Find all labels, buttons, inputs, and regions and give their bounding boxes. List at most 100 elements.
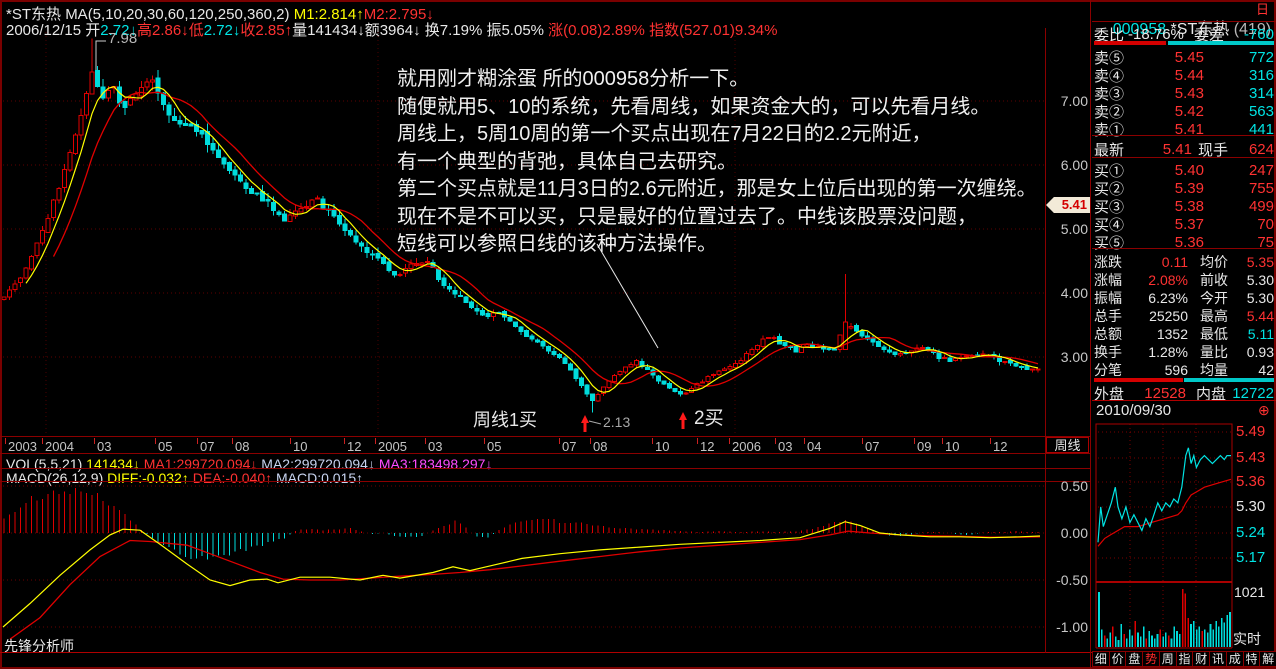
annotation-line: 周线上，5周10周的第一个买点出现在7月22日的2.2元附近， bbox=[397, 123, 932, 145]
stat-label: 量比 bbox=[1200, 344, 1228, 360]
panel-tab-10[interactable]: 特 bbox=[1242, 651, 1261, 667]
buy-label: 买⑤ bbox=[1094, 235, 1125, 252]
panel-tab-8[interactable]: 讯 bbox=[1209, 651, 1227, 667]
weicha-label: 委差 bbox=[1193, 27, 1224, 44]
stat-label: 均价 bbox=[1200, 254, 1228, 270]
panel-tab-1[interactable]: 细 bbox=[1092, 651, 1110, 667]
price-axis-label: 6.00 bbox=[1060, 157, 1088, 173]
macd-axis-label: 0.50 bbox=[1060, 478, 1088, 494]
panel-tab-7[interactable]: 财 bbox=[1192, 651, 1211, 667]
panel-tab-11[interactable]: 解 bbox=[1259, 651, 1276, 667]
x-tick-mark bbox=[862, 438, 863, 444]
weibi-value: -18.76% bbox=[1128, 26, 1184, 43]
x-tick-label: 03 bbox=[778, 439, 793, 454]
x-tick-mark bbox=[155, 438, 156, 444]
weibi-bar-cyan bbox=[1167, 41, 1274, 45]
x-tick-mark bbox=[484, 438, 485, 444]
sell-row: 卖⑤ 5.45 772 bbox=[1094, 47, 1274, 67]
macd-histogram bbox=[3, 487, 1039, 560]
x-tick-label: 12 bbox=[700, 439, 715, 454]
text-segment: 141434↓ bbox=[307, 22, 365, 39]
text-segment: MACD(26,12,9) bbox=[6, 470, 108, 486]
stat-label: 最高 bbox=[1200, 308, 1228, 324]
stat-value: 42 bbox=[1258, 362, 1274, 378]
x-tick-label: 05 bbox=[158, 439, 173, 454]
panel-tab-5[interactable]: 周 bbox=[1158, 651, 1177, 667]
intraday-price-label: 5.17 bbox=[1236, 549, 1266, 566]
buy-row: 买③ 5.38 499 bbox=[1094, 196, 1274, 216]
stats-row: 涨跌 0.11 均价 5.35 bbox=[1094, 252, 1274, 271]
x-tick-label: 12 bbox=[347, 439, 362, 454]
waipan-bar-red bbox=[1094, 378, 1184, 382]
neipan-label: 内盘 bbox=[1195, 386, 1226, 403]
x-tick-label: 07 bbox=[865, 439, 880, 454]
stock-seq: (419) bbox=[1233, 20, 1272, 38]
annotation-line: 第二个买点就是11月3日的2.6元附近，那是女上位后出现的第一次缠绕。 bbox=[397, 178, 1037, 200]
clock-icon: ⊕ bbox=[1258, 402, 1270, 418]
x-tick-label: 05 bbox=[487, 439, 502, 454]
buy1-label: 周线1买 bbox=[473, 410, 538, 430]
buy-price: 5.40 bbox=[1174, 162, 1204, 179]
x-tick-label: 2005 bbox=[378, 439, 407, 454]
text-segment: M1:2.814↑ bbox=[293, 6, 364, 23]
time-axis: 2003 2004 03 05 07 08 10 12 2005 03 05 07 08 10 12 2006… bbox=[0, 437, 1045, 454]
period-day-button[interactable]: 日 bbox=[1256, 2, 1270, 17]
text-segment: 换7.19% 振5.05% bbox=[424, 22, 549, 39]
stats-row: 总额 1352 最低 5.11 bbox=[1094, 324, 1274, 343]
text-segment: 额 bbox=[364, 22, 380, 39]
waipan-label: 外盘 bbox=[1094, 386, 1125, 403]
waipan-value: 12528 bbox=[1144, 385, 1186, 402]
stat-value: 1352 bbox=[1156, 326, 1188, 342]
buy-volume: 70 bbox=[1257, 216, 1274, 233]
stat-value: 5.30 bbox=[1246, 290, 1274, 306]
intraday-mini-chart bbox=[1095, 423, 1233, 649]
x-tick-label: 2006 bbox=[732, 439, 761, 454]
panel-tab-6[interactable]: 指 bbox=[1175, 651, 1194, 667]
panel-tab-4[interactable]: 势 bbox=[1142, 651, 1160, 667]
text-segment: 开 bbox=[85, 22, 101, 39]
panel-tab-9[interactable]: 成 bbox=[1225, 651, 1244, 667]
stat-label: 均量 bbox=[1200, 362, 1228, 378]
x-tick-mark bbox=[914, 438, 915, 444]
price-axis-label: 5.00 bbox=[1060, 221, 1088, 237]
sell-price: 5.45 bbox=[1174, 49, 1204, 66]
x-tick-mark bbox=[775, 438, 776, 444]
x-tick-label: 04 bbox=[807, 439, 822, 454]
weibi-bar-red bbox=[1094, 41, 1166, 45]
panel-tab-2[interactable]: 价 bbox=[1108, 651, 1127, 667]
mini-grid bbox=[1095, 423, 1233, 649]
x-tick-mark bbox=[375, 438, 376, 444]
chart-markers bbox=[95, 40, 687, 432]
text-segment: MA(5,10,20,30,60,120,250,360,2) bbox=[65, 6, 294, 23]
sell-row: 卖④ 5.44 316 bbox=[1094, 65, 1274, 85]
sell-label: 卖② bbox=[1094, 104, 1125, 121]
weibi-label: 委比 bbox=[1094, 27, 1125, 44]
stats-row: 总手 25250 最高 5.44 bbox=[1094, 306, 1274, 325]
period-weekly-indicator[interactable]: 周线 bbox=[1046, 437, 1089, 453]
text-segment: 高 bbox=[136, 22, 152, 39]
macd-axis-label: -0.50 bbox=[1056, 572, 1088, 588]
stats-row: 振幅 6.23% 今开 5.30 bbox=[1094, 288, 1274, 307]
macd-axis-label: 0.00 bbox=[1060, 525, 1088, 541]
x-tick-label: 08 bbox=[593, 439, 608, 454]
x-tick-label: 2004 bbox=[45, 439, 74, 454]
buy-row: 买⑤ 5.36 75 bbox=[1094, 232, 1274, 252]
text-segment: 2006/12/15 bbox=[6, 22, 86, 39]
buy-volume: 247 bbox=[1248, 162, 1274, 179]
weibi-ratio-bar bbox=[1094, 41, 1274, 45]
x-tick-mark bbox=[232, 438, 233, 444]
stat-label: 换手 bbox=[1094, 344, 1122, 360]
x-tick-mark bbox=[697, 438, 698, 444]
x-tick-label: 2003 bbox=[8, 439, 37, 454]
text-segment: 指数(527.01)9.34% bbox=[649, 22, 778, 39]
stat-label: 最低 bbox=[1200, 326, 1228, 342]
x-tick-mark bbox=[290, 438, 291, 444]
sell-price: 5.44 bbox=[1174, 67, 1204, 84]
latest-price: 5.41 bbox=[1162, 141, 1192, 158]
panel-tab-3[interactable]: 盘 bbox=[1125, 651, 1144, 667]
ma2-line bbox=[52, 91, 1039, 387]
analysis-annotation: 就用刚才糊涂蛋 所的000958分析一下。 随便就用5、10的系统，先看周线，如果… bbox=[397, 66, 1037, 259]
stat-label: 今开 bbox=[1200, 290, 1228, 306]
stat-label: 涨跌 bbox=[1094, 254, 1122, 270]
